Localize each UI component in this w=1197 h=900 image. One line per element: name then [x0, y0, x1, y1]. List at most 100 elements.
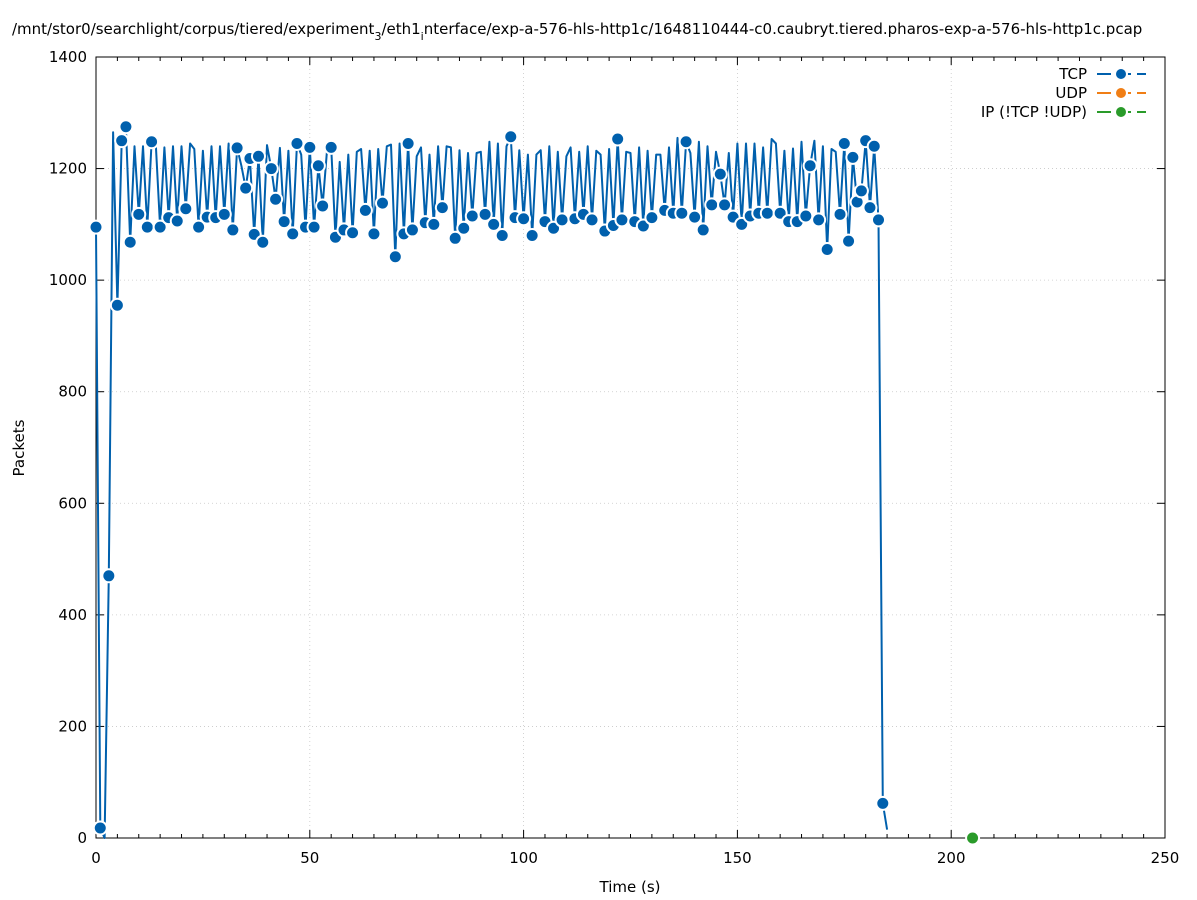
legend-entry: UDP: [1055, 84, 1146, 102]
data-point: [456, 220, 472, 236]
data-point: [263, 161, 279, 177]
legend-entry: TCP: [1058, 65, 1146, 83]
series-line-tcp: [95, 125, 889, 839]
data-point: [841, 233, 857, 249]
chart-title: /mnt/stor0/searchlight/corpus/tiered/exp…: [12, 20, 1142, 43]
data-point: [289, 135, 305, 151]
y-tick-label: 600: [58, 494, 87, 512]
data-point: [674, 205, 690, 221]
data-point: [387, 249, 403, 265]
data-point: [92, 820, 108, 836]
data-point: [178, 201, 194, 217]
data-point: [109, 297, 125, 313]
data-point: [759, 205, 775, 221]
data-point: [285, 226, 301, 242]
data-point: [610, 131, 626, 147]
data-point: [866, 138, 882, 154]
x-tick-label: 50: [300, 849, 319, 867]
data-point: [434, 200, 450, 216]
legend-label: UDP: [1055, 84, 1087, 102]
legend-marker: [1114, 86, 1128, 100]
data-point: [152, 219, 168, 235]
data-point: [323, 139, 339, 155]
grid: [96, 57, 1165, 838]
y-tick-label: 400: [58, 606, 87, 624]
data-point: [400, 135, 416, 151]
data-point: [229, 140, 245, 156]
y-tick-label: 1000: [49, 271, 87, 289]
data-point: [255, 234, 271, 250]
data-point: [875, 795, 891, 811]
series-markers: [88, 119, 981, 846]
data-point: [695, 222, 711, 238]
data-point: [144, 134, 160, 150]
data-point: [836, 135, 852, 151]
data-point: [464, 208, 480, 224]
legend-marker: [1114, 105, 1128, 119]
data-point: [268, 191, 284, 207]
data-point: [811, 212, 827, 228]
data-point: [345, 225, 361, 241]
data-point: [516, 211, 532, 227]
x-tick-label: 250: [1151, 849, 1180, 867]
legend-marker: [1114, 67, 1128, 81]
data-point: [717, 197, 733, 213]
data-point: [832, 206, 848, 222]
axis-ticks: 0 50 100 150 200 250 0 200 400 600 800 1000 1200 1400: [49, 48, 1180, 867]
data-point: [614, 212, 630, 228]
y-axis-label: Packets: [10, 419, 28, 476]
data-point: [315, 198, 331, 214]
x-tick-label: 150: [723, 849, 752, 867]
data-point: [426, 216, 442, 232]
data-point: [486, 216, 502, 232]
data-point: [276, 214, 292, 230]
data-point: [306, 219, 322, 235]
legend-entry: IP (!TCP !UDP): [981, 103, 1146, 121]
y-tick-label: 1400: [49, 48, 87, 66]
x-axis-label: Time (s): [599, 878, 661, 896]
data-point: [122, 234, 138, 250]
data-point: [871, 212, 887, 228]
data-point: [477, 206, 493, 222]
data-point: [238, 180, 254, 196]
data-point: [357, 202, 373, 218]
data-point: [503, 129, 519, 145]
data-point: [131, 206, 147, 222]
data-point: [687, 209, 703, 225]
data-point: [678, 134, 694, 150]
data-point: [447, 230, 463, 246]
data-point: [712, 166, 728, 182]
data-point: [191, 219, 207, 235]
y-tick-label: 800: [58, 383, 87, 401]
data-point: [374, 195, 390, 211]
data-point: [302, 139, 318, 155]
series-lines: [95, 125, 889, 839]
data-point: [114, 133, 130, 149]
y-tick-label: 200: [58, 717, 87, 735]
data-point: [139, 219, 155, 235]
y-tick-label: 1200: [49, 160, 87, 178]
data-point: [798, 208, 814, 224]
data-point: [404, 222, 420, 238]
y-tick-label: 0: [77, 829, 87, 847]
data-point: [554, 212, 570, 228]
data-point: [704, 197, 720, 213]
legend-label: IP (!TCP !UDP): [981, 103, 1087, 121]
plot-frame: [95, 56, 1166, 839]
data-point: [101, 568, 117, 584]
data-point: [169, 213, 185, 229]
legend-label: TCP: [1058, 65, 1087, 83]
data-point: [88, 219, 104, 235]
data-point: [310, 158, 326, 174]
data-point: [819, 241, 835, 257]
data-point: [644, 210, 660, 226]
data-point: [494, 228, 510, 244]
x-tick-label: 100: [509, 849, 538, 867]
data-point: [250, 148, 266, 164]
data-point: [216, 206, 232, 222]
data-point: [853, 183, 869, 199]
x-tick-label: 0: [91, 849, 101, 867]
data-point: [225, 222, 241, 238]
